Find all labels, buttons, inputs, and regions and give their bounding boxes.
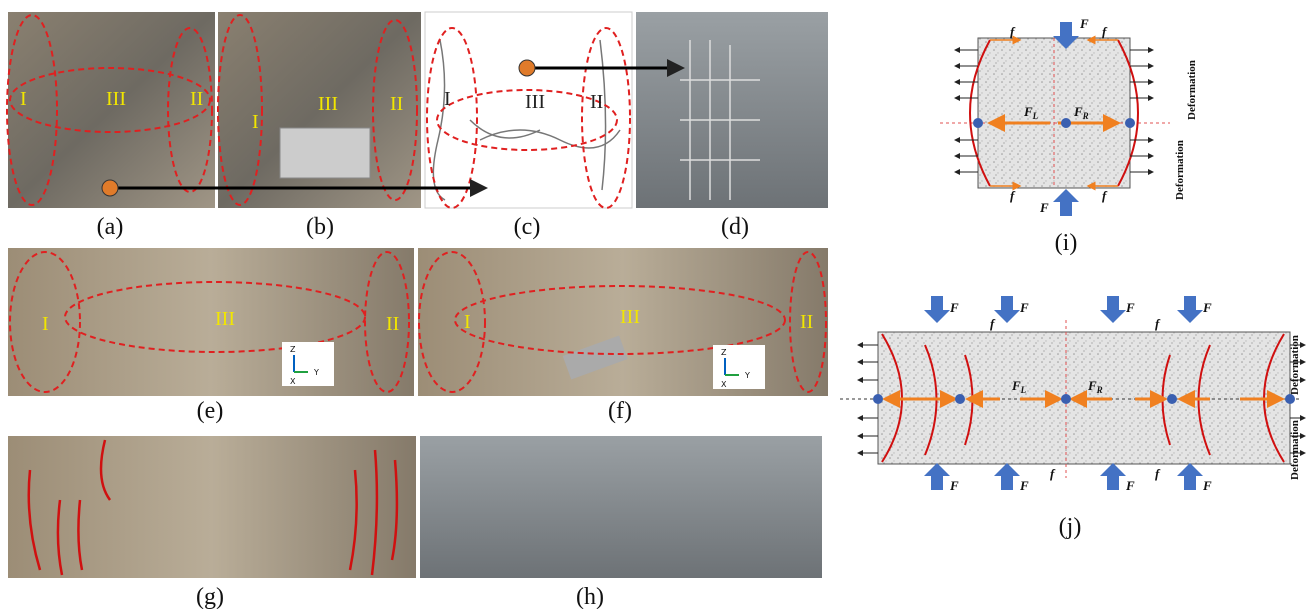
panel-shape bbox=[636, 12, 828, 208]
label: III bbox=[525, 91, 545, 113]
label: f bbox=[990, 316, 996, 331]
label: f bbox=[1010, 24, 1016, 39]
panel-shape bbox=[8, 436, 416, 578]
label: X bbox=[721, 380, 727, 389]
label: III bbox=[620, 306, 640, 328]
figure: I III II I III II I III II I III II I II… bbox=[0, 0, 1308, 609]
label: I bbox=[20, 88, 27, 110]
label: Deformation bbox=[1186, 60, 1198, 120]
label: (c) bbox=[514, 214, 541, 240]
label: II bbox=[386, 313, 399, 335]
label: I bbox=[464, 311, 471, 333]
label-part: R bbox=[1096, 385, 1103, 395]
label: III bbox=[215, 308, 235, 330]
label: II bbox=[190, 88, 203, 110]
label: Y bbox=[744, 371, 750, 380]
label: F bbox=[1039, 200, 1049, 215]
label: I bbox=[252, 111, 259, 133]
label: I bbox=[444, 88, 451, 110]
label-part: L bbox=[1032, 111, 1039, 121]
label: (f) bbox=[608, 398, 632, 424]
label: I bbox=[42, 313, 49, 335]
panel-shape bbox=[8, 12, 215, 208]
node-dot bbox=[955, 394, 965, 404]
label: II bbox=[390, 93, 403, 115]
label: F bbox=[1202, 478, 1212, 493]
node-dot bbox=[973, 118, 983, 128]
panel-shape bbox=[420, 436, 822, 578]
node-dot bbox=[102, 180, 118, 196]
label: (h) bbox=[576, 584, 604, 609]
label: f bbox=[1050, 466, 1056, 481]
label-part: F bbox=[1023, 104, 1033, 119]
label: II bbox=[590, 91, 603, 113]
label: Z bbox=[290, 345, 296, 354]
label: Y bbox=[313, 368, 319, 377]
label-part: R bbox=[1082, 111, 1089, 121]
label: (a) bbox=[97, 214, 124, 240]
label: F bbox=[949, 300, 959, 315]
label: Deformation bbox=[1289, 335, 1301, 395]
diagram-i: F F f f f f FL FR Deformation Deformatio… bbox=[940, 16, 1198, 216]
label: III bbox=[106, 88, 126, 110]
label: f bbox=[1155, 316, 1161, 331]
panel-shape bbox=[280, 128, 370, 178]
shape bbox=[1053, 189, 1079, 216]
label: (d) bbox=[721, 214, 749, 240]
diagram-j: F F F F F F F F f f f f FL FR Deformatio… bbox=[840, 296, 1305, 493]
label: f bbox=[1102, 24, 1108, 39]
node-dot bbox=[1061, 394, 1071, 404]
label: Deformation bbox=[1174, 140, 1186, 200]
label: (e) bbox=[197, 398, 224, 424]
node-dot bbox=[1061, 118, 1071, 128]
label: Deformation bbox=[1289, 420, 1301, 480]
label: f bbox=[1010, 188, 1016, 203]
label: F bbox=[1125, 300, 1135, 315]
label: X bbox=[290, 377, 296, 386]
label: II bbox=[800, 311, 813, 333]
node-dot bbox=[1125, 118, 1135, 128]
label: (b) bbox=[306, 214, 334, 240]
label: (i) bbox=[1055, 230, 1078, 256]
label: f bbox=[1102, 188, 1108, 203]
label-part: F bbox=[1011, 378, 1021, 393]
label: F bbox=[1125, 478, 1135, 493]
label: F bbox=[1019, 478, 1029, 493]
label-part: F bbox=[1087, 378, 1097, 393]
node-dot bbox=[1167, 394, 1177, 404]
node-dot bbox=[873, 394, 883, 404]
label: Z bbox=[721, 348, 727, 357]
label-part: F bbox=[1073, 104, 1083, 119]
label: F bbox=[949, 478, 959, 493]
node-dot bbox=[519, 60, 535, 76]
shape bbox=[924, 463, 1203, 490]
shape bbox=[924, 296, 1203, 323]
label-part: L bbox=[1020, 385, 1027, 395]
label: F bbox=[1079, 16, 1089, 31]
label: (g) bbox=[196, 584, 224, 609]
label: (j) bbox=[1059, 514, 1082, 540]
label: f bbox=[1155, 466, 1161, 481]
label: F bbox=[1202, 300, 1212, 315]
label: F bbox=[1019, 300, 1029, 315]
label: III bbox=[318, 93, 338, 115]
